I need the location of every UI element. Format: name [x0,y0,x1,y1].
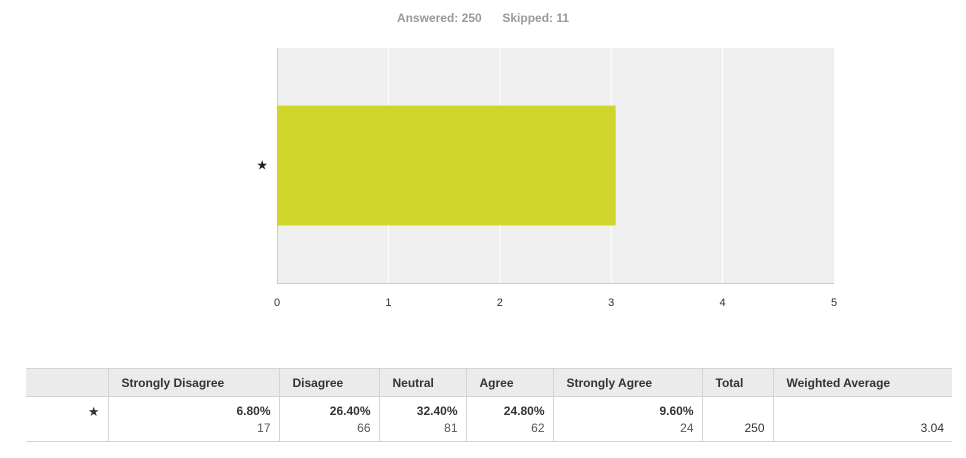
cell-total: 250 [702,396,774,442]
header-total: Total [701,368,774,397]
header-agree: Agree [465,368,554,397]
response-summary: Answered: 250 Skipped: 11 [0,11,966,25]
cell-percent: 32.40% [416,404,458,418]
table-header-row: Strongly Disagree Disagree Neutral Agree… [26,368,952,397]
cell-weighted-average: 3.04 [773,396,952,442]
answered-count: 250 [461,11,482,25]
cell-agree: 24.80% 62 [466,396,554,442]
header-disagree: Disagree [278,368,380,397]
category-labels: ★ [256,159,268,174]
cell-count: 66 [357,421,371,435]
header-strongly-agree: Strongly Agree [552,368,703,397]
bars [277,105,616,226]
header-blank [26,368,109,397]
cell-disagree: 26.40% 66 [279,396,380,442]
answered-label: Answered: [396,11,459,25]
header-weighted-average: Weighted Average [772,368,952,397]
header-strongly-disagree: Strongly Disagree [107,368,280,397]
cell-count: 24 [680,421,694,435]
header-neutral: Neutral [378,368,467,397]
x-tick-label: 3 [608,297,614,309]
results-table: Strongly Disagree Disagree Neutral Agree… [26,368,952,442]
skipped-label: Skipped: [502,11,554,25]
star-icon: ★ [87,404,100,419]
cell-neutral: 32.40% 81 [379,396,467,442]
cell-percent: 6.80% [236,404,271,418]
cell-strongly-agree: 9.60% 24 [553,396,703,442]
total-value: 250 [744,421,765,435]
x-tick-label: 2 [497,297,503,309]
cell-percent: 9.60% [659,404,694,418]
weighted-average-value: 3.04 [920,421,944,435]
table-row: ★ 6.80% 17 26.40% 66 32.40% 81 24.80% 62 9.6… [26,396,952,442]
star-icon: ★ [256,159,268,174]
x-tick-label: 5 [831,297,837,309]
x-tick-label: 0 [274,297,280,309]
x-tick-label: 4 [720,297,726,309]
cell-count: 62 [531,421,545,435]
row-label: ★ [26,396,109,442]
cell-percent: 24.80% [503,404,545,418]
x-tick-label: 1 [385,297,391,309]
cell-percent: 26.40% [329,404,371,418]
bar-chart: 0 1 2 3 4 5 ★ [256,48,837,309]
bar [277,105,616,226]
skipped-count: 11 [556,11,570,25]
cell-strongly-disagree: 6.80% 17 [108,396,280,442]
cell-count: 81 [444,421,458,435]
x-tick-labels: 0 1 2 3 4 5 [274,297,837,309]
cell-count: 17 [257,421,271,435]
